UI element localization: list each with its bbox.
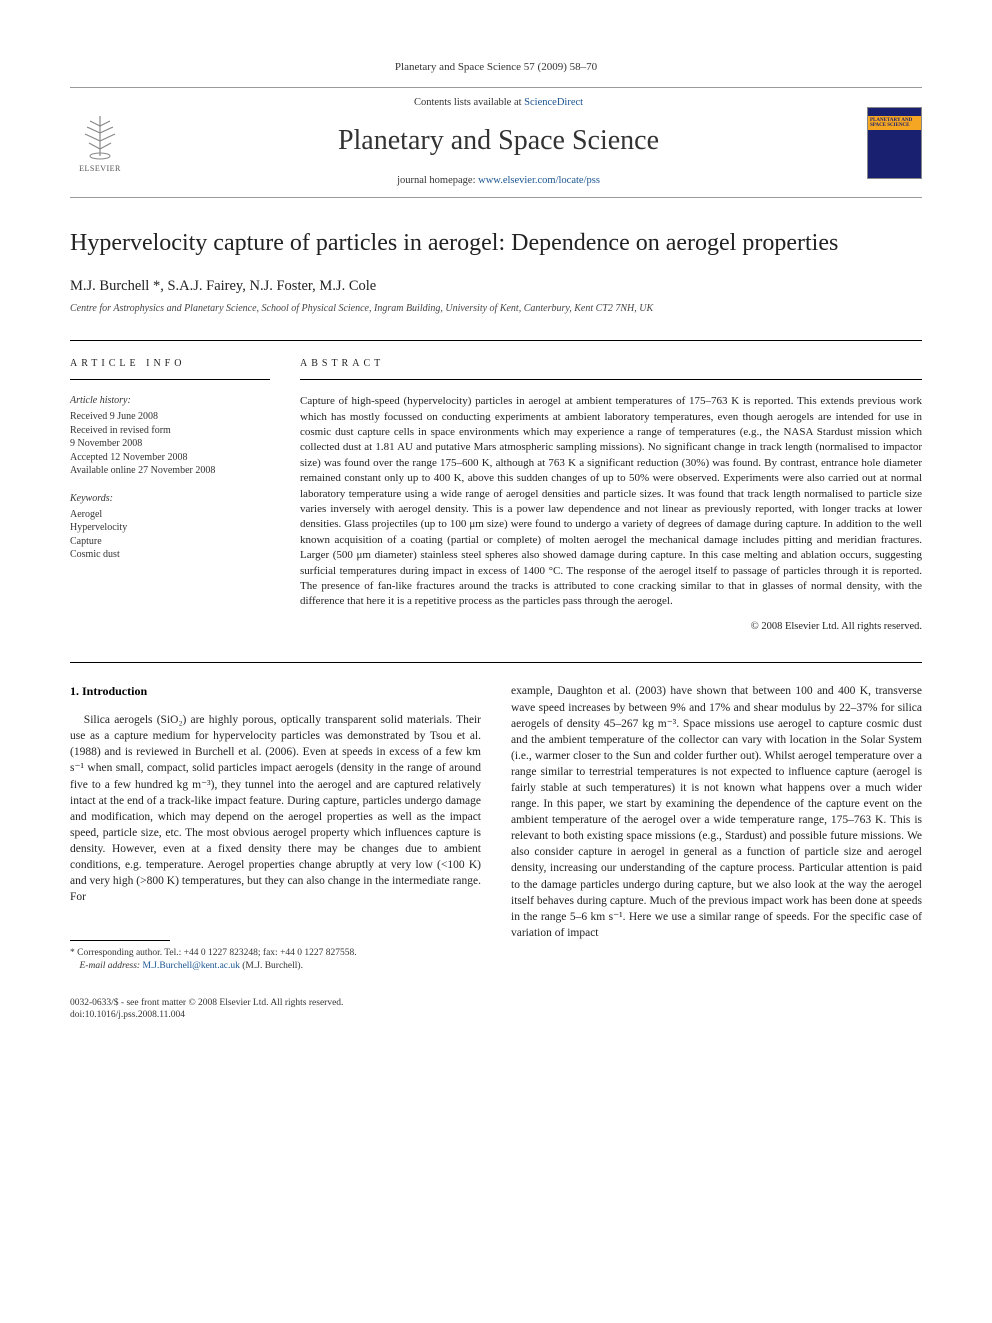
keywords-block: Keywords: Aerogel Hypervelocity Capture … bbox=[70, 492, 270, 562]
sciencedirect-link[interactable]: ScienceDirect bbox=[524, 97, 583, 108]
homepage-link[interactable]: www.elsevier.com/locate/pss bbox=[478, 175, 600, 186]
email-label: E-mail address: bbox=[80, 961, 143, 971]
author-line: M.J. Burchell *, S.A.J. Fairey, N.J. Fos… bbox=[70, 276, 922, 296]
abstract-column: ABSTRACT Capture of high-speed (hypervel… bbox=[300, 357, 922, 634]
doi-line: doi:10.1016/j.pss.2008.11.004 bbox=[70, 1009, 481, 1021]
body-column-right: example, Daughton et al. (2003) have sho… bbox=[511, 683, 922, 1021]
article-info-heading: ARTICLE INFO bbox=[70, 357, 270, 380]
body-paragraph: example, Daughton et al. (2003) have sho… bbox=[511, 683, 922, 941]
journal-header-line: Planetary and Space Science 57 (2009) 58… bbox=[70, 60, 922, 75]
homepage-line: journal homepage: www.elsevier.com/locat… bbox=[130, 174, 867, 189]
section-heading: 1. Introduction bbox=[70, 683, 481, 700]
affiliation: Centre for Astrophysics and Planetary Sc… bbox=[70, 302, 922, 316]
history-item: Received 9 June 2008 bbox=[70, 410, 270, 424]
homepage-prefix: journal homepage: bbox=[397, 175, 478, 186]
keyword-item: Capture bbox=[70, 535, 270, 549]
elsevier-tree-icon bbox=[75, 111, 125, 161]
history-item: Available online 27 November 2008 bbox=[70, 464, 270, 478]
article-title: Hypervelocity capture of particles in ae… bbox=[70, 228, 922, 258]
abstract-text: Capture of high-speed (hypervelocity) pa… bbox=[300, 394, 922, 609]
cover-band-text: PLANETARY AND SPACE SCIENCE bbox=[868, 116, 921, 130]
abstract-heading: ABSTRACT bbox=[300, 357, 922, 380]
journal-cover-thumbnail: PLANETARY AND SPACE SCIENCE bbox=[867, 107, 922, 179]
article-info-column: ARTICLE INFO Article history: Received 9… bbox=[70, 357, 270, 634]
contents-prefix: Contents lists available at bbox=[414, 97, 524, 108]
journal-header-box: ELSEVIER Contents lists available at Sci… bbox=[70, 87, 922, 198]
body-columns: 1. Introduction Silica aerogels (SiO₂) a… bbox=[70, 662, 922, 1021]
keyword-item: Aerogel bbox=[70, 508, 270, 522]
elsevier-logo: ELSEVIER bbox=[70, 108, 130, 178]
corresponding-author-footnote: * Corresponding author. Tel.: +44 0 1227… bbox=[70, 947, 481, 960]
email-footnote: E-mail address: M.J.Burchell@kent.ac.uk … bbox=[70, 960, 481, 973]
body-column-left: 1. Introduction Silica aerogels (SiO₂) a… bbox=[70, 683, 481, 1021]
history-item: Received in revised form bbox=[70, 424, 270, 438]
journal-name: Planetary and Space Science bbox=[130, 121, 867, 160]
info-abstract-row: ARTICLE INFO Article history: Received 9… bbox=[70, 340, 922, 634]
bottom-meta: 0032-0633/$ - see front matter © 2008 El… bbox=[70, 997, 481, 1022]
keyword-item: Cosmic dust bbox=[70, 548, 270, 562]
history-item: Accepted 12 November 2008 bbox=[70, 451, 270, 465]
email-suffix: (M.J. Burchell). bbox=[240, 961, 303, 971]
header-center: Contents lists available at ScienceDirec… bbox=[130, 96, 867, 189]
footnote-separator bbox=[70, 940, 170, 941]
contents-line: Contents lists available at ScienceDirec… bbox=[130, 96, 867, 111]
elsevier-label: ELSEVIER bbox=[79, 163, 121, 174]
abstract-copyright: © 2008 Elsevier Ltd. All rights reserved… bbox=[300, 620, 922, 635]
issn-line: 0032-0633/$ - see front matter © 2008 El… bbox=[70, 997, 481, 1009]
email-link[interactable]: M.J.Burchell@kent.ac.uk bbox=[142, 961, 239, 971]
body-paragraph: Silica aerogels (SiO₂) are highly porous… bbox=[70, 712, 481, 905]
history-label: Article history: bbox=[70, 394, 270, 408]
history-item: 9 November 2008 bbox=[70, 437, 270, 451]
keywords-label: Keywords: bbox=[70, 492, 270, 506]
keyword-item: Hypervelocity bbox=[70, 521, 270, 535]
